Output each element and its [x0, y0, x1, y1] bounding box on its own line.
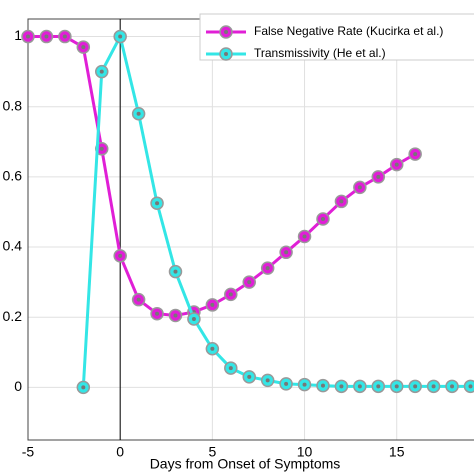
data-point-center: [302, 382, 307, 387]
data-point-center: [265, 266, 270, 271]
data-point-center: [265, 378, 270, 383]
data-point-center: [413, 152, 418, 157]
legend-box: [199, 13, 474, 61]
series-line: [28, 35, 416, 317]
y-tick-label: 0.8: [3, 97, 23, 113]
data-point-center: [136, 111, 141, 116]
data-point-center: [320, 216, 325, 221]
data-point-center: [81, 45, 86, 50]
data-point-center: [450, 384, 455, 389]
data-point-center: [247, 280, 252, 285]
data-point-center: [394, 384, 399, 389]
data-point-center: [302, 234, 307, 239]
x-tick-label: 0: [116, 444, 124, 460]
legend-label: False Negative Rate (Kucirka et al.): [254, 24, 443, 38]
data-point-center: [228, 292, 233, 297]
data-point-center: [155, 311, 160, 316]
legend-marker-center: [224, 30, 228, 34]
data-point-center: [136, 297, 141, 302]
data-point-center: [357, 185, 362, 190]
data-point-center: [210, 346, 215, 351]
data-point-center: [118, 253, 123, 258]
data-point-center: [44, 34, 49, 39]
y-tick-label: 1: [14, 27, 22, 43]
data-point-center: [431, 384, 436, 389]
data-point-center: [173, 269, 178, 274]
data-point-center: [339, 384, 344, 389]
data-point-center: [99, 146, 104, 151]
x-axis-label: Days from Onset of Symptoms: [150, 456, 341, 472]
x-tick-label: 10: [297, 444, 313, 460]
legend-marker-center: [224, 52, 228, 56]
x-tick-label: -5: [22, 444, 35, 460]
data-point-center: [320, 383, 325, 388]
y-tick-label: 0.2: [3, 308, 23, 324]
data-point-center: [173, 313, 178, 318]
series-line: [81, 32, 471, 388]
data-point-center: [191, 316, 196, 321]
data-point-center: [99, 69, 104, 74]
data-point-center: [357, 384, 362, 389]
data-point-center: [228, 366, 233, 371]
data-point-center: [155, 201, 160, 206]
x-tick-label: 15: [389, 444, 405, 460]
data-point-center: [413, 384, 418, 389]
y-tick-label: 0.6: [3, 168, 23, 184]
data-point-center: [394, 162, 399, 167]
y-tick-label: 0.4: [3, 238, 23, 254]
data-point-center: [339, 199, 344, 204]
data-point-center: [81, 385, 86, 390]
data-point-center: [468, 384, 473, 389]
data-point-center: [284, 250, 289, 255]
data-point-center: [376, 174, 381, 179]
y-tick-label: 0: [14, 378, 22, 394]
data-point-center: [118, 34, 123, 39]
data-point-center: [210, 302, 215, 307]
x-tick-label: 5: [208, 444, 216, 460]
data-point-center: [376, 384, 381, 389]
data-point-center: [247, 374, 252, 379]
data-point-center: [62, 34, 67, 39]
legend-label: Transmissivity (He et al.): [254, 46, 386, 60]
data-point-center: [284, 381, 289, 386]
data-point-center: [26, 34, 30, 39]
